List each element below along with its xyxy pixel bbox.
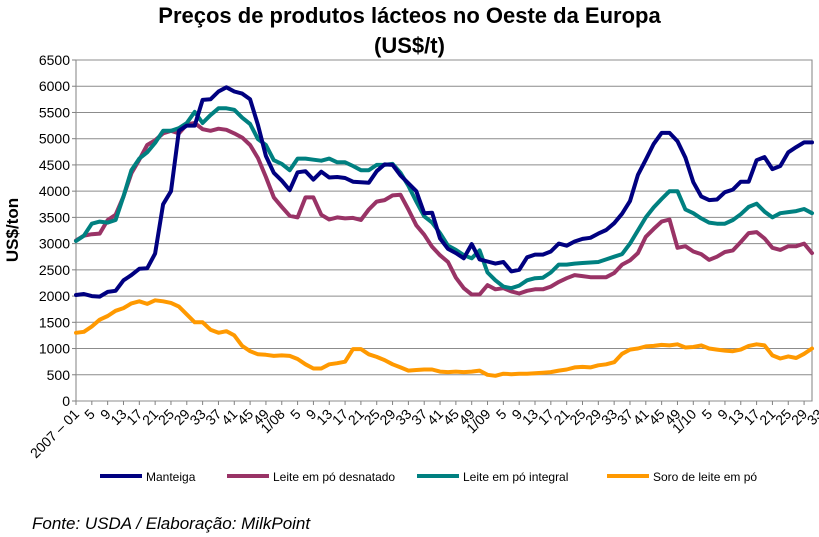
x-tick-label: 5: [698, 406, 715, 423]
y-axis-label: US$/ton: [3, 198, 22, 262]
y-tick-label: 2500: [39, 262, 70, 278]
y-tick-label: 6500: [39, 52, 70, 68]
chart-title: Preços de produtos lácteos no Oeste da E…: [158, 3, 661, 28]
plot-area: [75, 59, 813, 402]
x-tick-label: 5: [287, 406, 304, 423]
y-tick-label: 6000: [39, 78, 70, 94]
chart-subtitle: (US$/t): [374, 33, 445, 58]
y-tick-label: 0: [62, 393, 70, 409]
y-tick-label: 1000: [39, 341, 70, 357]
y-tick-label: 2000: [39, 288, 70, 304]
series-line-0: [74, 85, 814, 299]
y-tick-label: 5500: [39, 104, 70, 120]
series-line-3: [74, 298, 814, 378]
legend-label: Soro de leite em pó: [653, 470, 757, 484]
y-tick-label: 3500: [39, 209, 70, 225]
y-tick-label: 5000: [39, 131, 70, 147]
y-tick-label: 4000: [39, 183, 70, 199]
source-note: Fonte: USDA / Elaboração: MilkPoint: [32, 514, 311, 533]
x-tick-label: 5: [81, 406, 98, 423]
x-tick-label: 5: [493, 406, 510, 423]
x-tick-label: 2007 – 01: [27, 406, 83, 462]
legend-label: Leite em pó desnatado: [273, 470, 395, 484]
legend-label: Leite em pó integral: [463, 470, 568, 484]
series-lines: [74, 85, 814, 378]
y-axis-ticks: 0 500 1000 1500 2000 2500 3000 3500 4000 4500 5000…: [39, 52, 76, 409]
y-tick-label: 500: [47, 367, 71, 383]
legend-label: Manteiga: [146, 470, 196, 484]
y-tick-label: 1500: [39, 314, 70, 330]
y-tick-label: 4500: [39, 157, 70, 173]
series-line-1: [74, 121, 814, 297]
y-tick-label: 3000: [39, 236, 70, 252]
legend: Manteiga Leite em pó desnatado Leite em pó…: [100, 470, 757, 484]
x-tick-label: 33: [804, 406, 819, 428]
